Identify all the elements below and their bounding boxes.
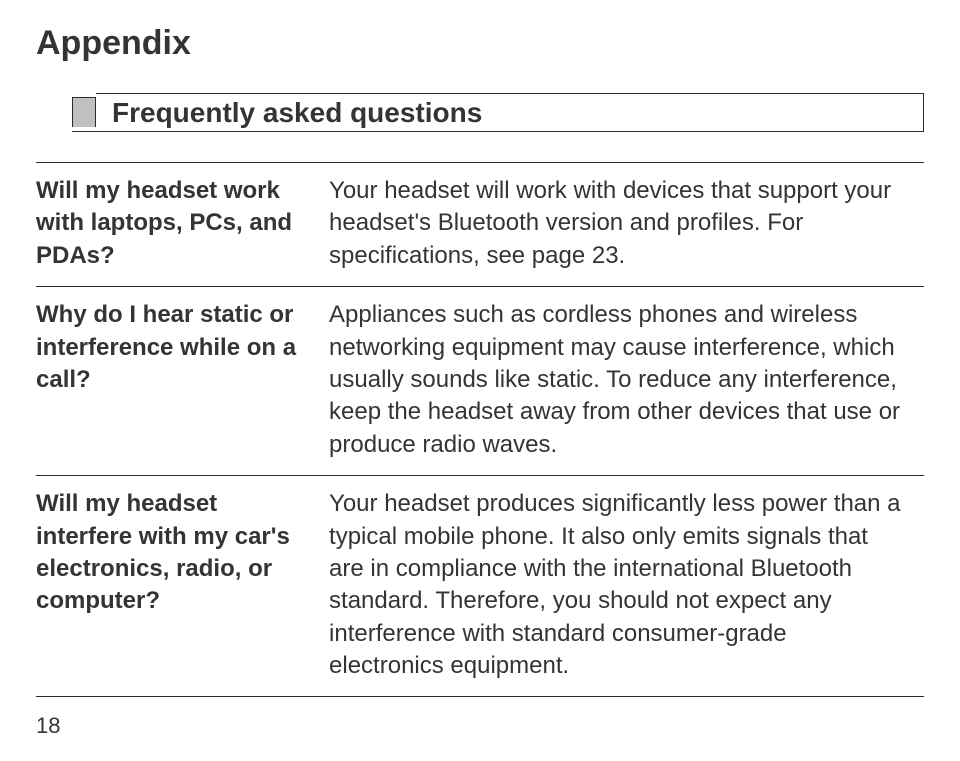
page-title: Appendix bbox=[36, 24, 924, 63]
faq-answer: Your headset produces significantly less… bbox=[329, 476, 924, 697]
faq-question: Will my headset interfere with my car's … bbox=[36, 476, 329, 697]
subtitle-marker-block bbox=[72, 97, 96, 127]
subtitle-row: Frequently asked questions bbox=[72, 93, 924, 131]
faq-answer: Appliances such as cordless phones and w… bbox=[329, 287, 924, 476]
page-number: 18 bbox=[36, 713, 60, 739]
table-row: Why do I hear static or interference whi… bbox=[36, 287, 924, 476]
table-row: Will my headset work with laptops, PCs, … bbox=[36, 163, 924, 287]
faq-table: Will my headset work with laptops, PCs, … bbox=[36, 162, 924, 697]
section-subtitle: Frequently asked questions bbox=[96, 93, 924, 131]
faq-question: Why do I hear static or interference whi… bbox=[36, 287, 329, 476]
table-row: Will my headset interfere with my car's … bbox=[36, 476, 924, 697]
faq-answer: Your headset will work with devices that… bbox=[329, 163, 924, 287]
faq-question: Will my headset work with laptops, PCs, … bbox=[36, 163, 329, 287]
subtitle-underline bbox=[72, 131, 924, 132]
